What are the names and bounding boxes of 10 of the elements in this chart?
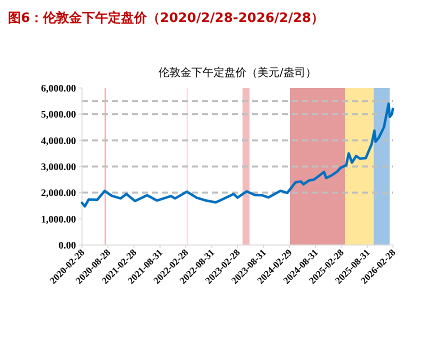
y-tick-label: 0.00 (58, 240, 76, 252)
line-series (80, 102, 394, 208)
y-tick-label: 4,000.00 (41, 136, 76, 147)
y-tick-label: 6,000.00 (41, 84, 76, 94)
y-tick-label: 1,000.00 (41, 214, 76, 226)
chart-title: 图6：伦敦金下午定盘价（2020/2/28-2026/2/28） (8, 10, 324, 26)
y-tick-label: 3,000.00 (41, 162, 76, 173)
y-tick-label: 5,000.00 (41, 110, 76, 121)
chart-subtitle: 伦敦金下午定盘价（美元/盎司） (158, 66, 316, 79)
y-tick-label: 2,000.00 (41, 188, 76, 200)
